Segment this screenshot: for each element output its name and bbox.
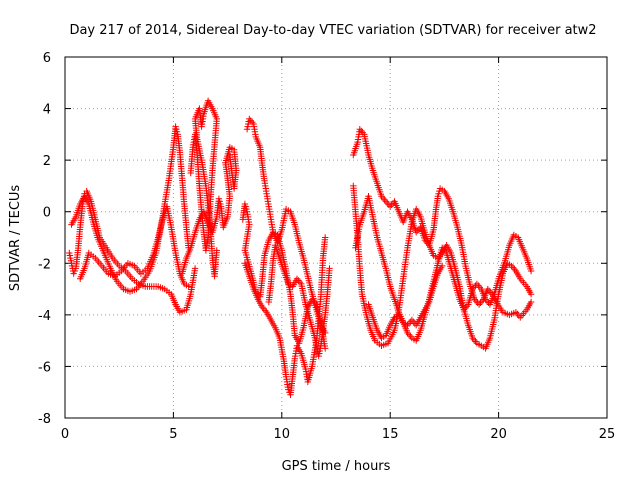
data-point xyxy=(509,264,517,271)
y-tick-labels: -8 -6 -4 -2 0 2 4 6 xyxy=(38,51,51,427)
chart-title: Day 217 of 2014, Sidereal Day-to-day VTE… xyxy=(69,23,596,38)
data-point xyxy=(514,310,521,318)
axis-ticks xyxy=(64,56,608,419)
y-tick-label: -6 xyxy=(38,360,51,375)
data-point xyxy=(226,151,233,159)
y-axis-label: SDTVAR / TECUs xyxy=(8,185,23,292)
x-tick-label: 15 xyxy=(382,427,399,442)
data-point xyxy=(322,234,329,241)
x-tick-label: 0 xyxy=(61,427,69,442)
y-tick-label: -8 xyxy=(38,412,51,427)
data-points xyxy=(66,97,535,398)
data-point xyxy=(475,301,483,308)
data-point xyxy=(408,316,416,324)
data-point xyxy=(382,198,390,205)
y-tick-label: 6 xyxy=(43,51,51,66)
x-axis-label: GPS time / hours xyxy=(282,459,391,474)
data-point xyxy=(185,283,192,290)
grid-lines xyxy=(65,57,607,418)
data-point xyxy=(213,247,220,254)
data-point xyxy=(384,199,391,207)
data-point xyxy=(472,338,479,345)
data-point xyxy=(191,265,199,272)
y-tick-label: -4 xyxy=(38,309,51,324)
y-tick-label: 4 xyxy=(43,103,51,118)
data-point xyxy=(473,280,481,288)
x-tick-labels: 0 5 10 15 20 25 xyxy=(61,427,615,442)
y-tick-label: 2 xyxy=(43,154,51,169)
data-point xyxy=(527,267,535,275)
x-tick-label: 25 xyxy=(599,427,616,442)
x-tick-label: 20 xyxy=(490,427,507,442)
x-tick-label: 10 xyxy=(274,427,291,442)
data-point xyxy=(477,299,484,306)
data-point xyxy=(527,298,535,306)
plot-frame xyxy=(64,56,608,419)
data-point xyxy=(527,291,535,298)
data-point xyxy=(381,196,388,203)
x-tick-label: 5 xyxy=(169,427,177,442)
data-point xyxy=(326,265,333,272)
y-tick-label: 0 xyxy=(43,206,51,221)
y-tick-label: -2 xyxy=(38,257,51,272)
data-point xyxy=(439,262,446,270)
